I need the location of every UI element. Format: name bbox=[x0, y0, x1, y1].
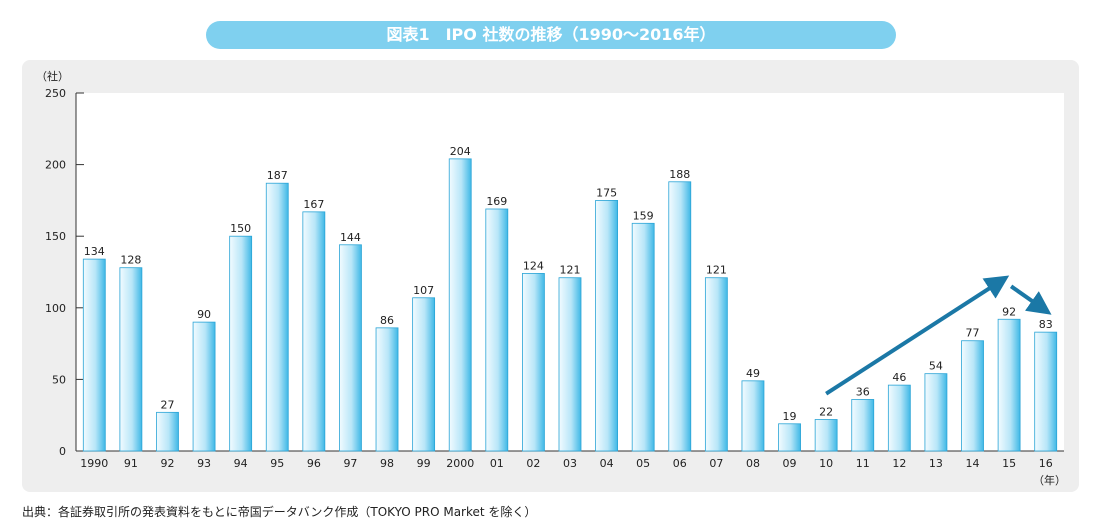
trend-arrow-down bbox=[1009, 284, 1052, 315]
data-label: 107 bbox=[413, 284, 434, 297]
x-tick-label: 01 bbox=[490, 457, 504, 470]
x-tick-label: 97 bbox=[343, 457, 357, 470]
data-label: 169 bbox=[486, 195, 507, 208]
data-label: 128 bbox=[120, 254, 141, 267]
bar bbox=[595, 199, 618, 452]
bar bbox=[82, 258, 106, 452]
x-tick-label: 99 bbox=[417, 457, 431, 470]
x-tick-label: 02 bbox=[526, 457, 540, 470]
data-label: 77 bbox=[966, 327, 980, 340]
bar bbox=[631, 222, 655, 452]
data-label: 159 bbox=[633, 209, 654, 222]
data-label: 49 bbox=[746, 367, 760, 380]
bar bbox=[119, 267, 143, 452]
data-label: 19 bbox=[783, 410, 797, 423]
x-tick-label: 94 bbox=[234, 457, 248, 470]
data-label: 36 bbox=[856, 385, 870, 398]
bar bbox=[339, 244, 362, 452]
x-tick-label: 1990 bbox=[80, 457, 108, 470]
x-tick-label: 13 bbox=[929, 457, 943, 470]
x-tick-label: 16 bbox=[1039, 457, 1053, 470]
x-tick-label: 07 bbox=[709, 457, 723, 470]
bar bbox=[265, 182, 289, 452]
data-label: 90 bbox=[197, 308, 211, 321]
data-label: 204 bbox=[450, 145, 471, 158]
bar bbox=[156, 411, 179, 452]
bar bbox=[887, 384, 911, 452]
bar bbox=[412, 297, 436, 452]
x-tick-label: 98 bbox=[380, 457, 394, 470]
bar bbox=[997, 318, 1021, 452]
data-label: 83 bbox=[1039, 318, 1053, 331]
x-tick-label: 04 bbox=[600, 457, 614, 470]
x-tick-label: 08 bbox=[746, 457, 760, 470]
bar bbox=[485, 208, 509, 452]
x-axis-unit: （年） bbox=[1033, 473, 1066, 487]
y-tick-label: 150 bbox=[45, 230, 66, 243]
bar bbox=[1034, 331, 1058, 452]
bar bbox=[375, 327, 399, 452]
bar bbox=[522, 273, 545, 452]
y-tick-label: 200 bbox=[45, 159, 66, 172]
y-tick-label: 0 bbox=[59, 445, 66, 458]
data-label: 54 bbox=[929, 360, 943, 373]
x-tick-label: 93 bbox=[197, 457, 211, 470]
y-tick-label: 100 bbox=[45, 302, 66, 315]
bar bbox=[704, 277, 728, 452]
bar bbox=[961, 340, 984, 452]
bar bbox=[851, 399, 875, 452]
data-label: 150 bbox=[230, 222, 251, 235]
bar bbox=[448, 158, 472, 452]
data-label: 175 bbox=[596, 186, 617, 199]
x-tick-label: 10 bbox=[819, 457, 833, 470]
data-label: 121 bbox=[560, 264, 581, 277]
x-tick-label: 12 bbox=[892, 457, 906, 470]
x-tick-label: 92 bbox=[160, 457, 174, 470]
bar bbox=[302, 211, 326, 452]
data-label: 124 bbox=[523, 259, 544, 272]
chart-title: 図表1 IPO 社数の推移（1990～2016年） bbox=[206, 21, 896, 49]
data-label: 92 bbox=[1002, 305, 1016, 318]
y-axis-unit: （社） bbox=[36, 69, 69, 83]
data-label: 121 bbox=[706, 264, 727, 277]
data-label: 167 bbox=[303, 198, 324, 211]
x-tick-label: 03 bbox=[563, 457, 577, 470]
bar bbox=[192, 321, 216, 452]
x-tick-label: 11 bbox=[856, 457, 870, 470]
x-tick-label: 15 bbox=[1002, 457, 1016, 470]
y-tick-label: 250 bbox=[45, 87, 66, 100]
data-label: 134 bbox=[84, 245, 105, 258]
data-label: 188 bbox=[669, 168, 690, 181]
bar bbox=[229, 235, 253, 452]
data-label: 46 bbox=[892, 371, 906, 384]
bar bbox=[668, 181, 692, 452]
source-note: 出典：各証券取引所の発表資料をもとに帝国データバンク作成（TOKYO PRO M… bbox=[22, 505, 537, 519]
data-label: 22 bbox=[819, 405, 833, 418]
data-label: 187 bbox=[267, 169, 288, 182]
data-label: 144 bbox=[340, 231, 361, 244]
bar bbox=[814, 419, 838, 452]
x-tick-label: 14 bbox=[966, 457, 980, 470]
data-label: 86 bbox=[380, 314, 394, 327]
bar bbox=[741, 380, 765, 452]
x-tick-label: 09 bbox=[783, 457, 797, 470]
data-label: 27 bbox=[160, 398, 174, 411]
trend-arrow-up bbox=[825, 275, 1010, 396]
x-tick-label: 96 bbox=[307, 457, 321, 470]
x-tick-label: 05 bbox=[636, 457, 650, 470]
x-tick-label: 2000 bbox=[446, 457, 474, 470]
y-tick-label: 50 bbox=[52, 373, 66, 386]
bar bbox=[778, 423, 801, 452]
bar bbox=[924, 373, 948, 452]
x-tick-label: 95 bbox=[270, 457, 284, 470]
x-tick-label: 06 bbox=[673, 457, 687, 470]
x-tick-label: 91 bbox=[124, 457, 138, 470]
bar bbox=[558, 277, 582, 452]
